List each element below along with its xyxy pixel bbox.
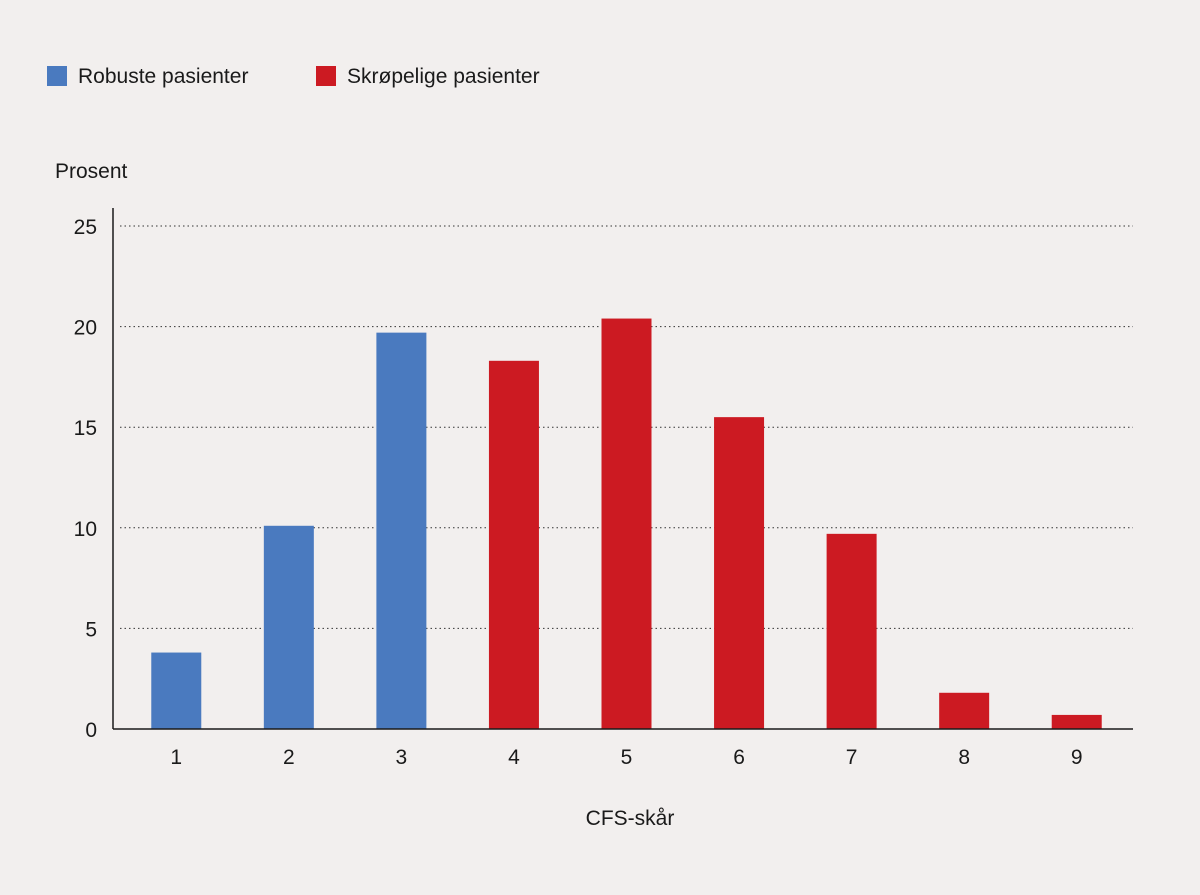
- y-tick-label: 0: [85, 719, 97, 742]
- legend-swatch: [316, 66, 336, 86]
- bars: [151, 318, 1102, 729]
- x-tick-label: 8: [958, 746, 970, 769]
- y-tick-label: 25: [74, 216, 97, 239]
- x-tick-label: 7: [846, 746, 858, 769]
- x-tick-label: 9: [1071, 746, 1083, 769]
- bar-7: [826, 533, 877, 729]
- x-tick-label: 4: [508, 746, 520, 769]
- y-axis-ticks: 0 5 10 15 20 25: [74, 216, 97, 742]
- bar-1: [151, 652, 202, 729]
- bar-3: [376, 332, 427, 729]
- x-axis-title: CFS-skår: [586, 807, 675, 830]
- y-axis-title: Prosent: [55, 160, 128, 183]
- legend-label: Robuste pasienter: [78, 65, 248, 88]
- x-tick-label: 2: [283, 746, 295, 769]
- y-tick-label: 5: [85, 618, 97, 641]
- bar-4: [488, 360, 539, 729]
- legend-swatch: [47, 66, 67, 86]
- legend-item-frail: Skrøpelige pasienter: [316, 65, 540, 88]
- y-tick-label: 10: [74, 518, 97, 541]
- x-tick-label: 5: [621, 746, 633, 769]
- legend-label: Skrøpelige pasienter: [347, 65, 540, 88]
- bar-6: [714, 417, 765, 729]
- bar-9: [1051, 714, 1102, 729]
- y-tick-label: 20: [74, 317, 97, 340]
- legend-item-robust: Robuste pasienter: [47, 65, 248, 88]
- x-tick-label: 3: [396, 746, 408, 769]
- legend: Robuste pasienter Skrøpelige pasienter: [47, 65, 540, 88]
- x-tick-label: 6: [733, 746, 745, 769]
- x-tick-label: 1: [170, 746, 182, 769]
- x-axis-ticks: 1 2 3 4 5 6 7 8 9: [170, 746, 1082, 769]
- bar-2: [263, 525, 314, 729]
- bar-8: [939, 692, 990, 729]
- y-tick-label: 15: [74, 417, 97, 440]
- bar-5: [601, 318, 652, 729]
